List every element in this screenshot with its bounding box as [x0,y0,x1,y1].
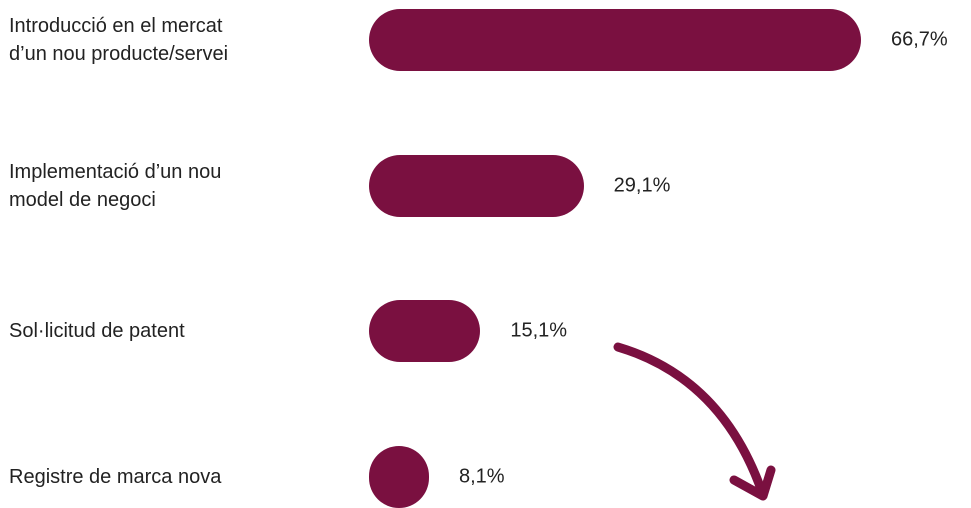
bar [369,9,861,71]
category-label: Implementació d’un nou model de negoci [9,160,222,211]
value-label: 8,1% [459,465,505,488]
bar [369,154,584,217]
category-label: Introducció en el mercat d’un nou produc… [9,15,229,65]
bar [369,446,429,508]
value-label: 15,1% [510,319,568,342]
value-label: 66,7% [891,28,948,51]
category-label: Registre de marca nova [9,466,222,489]
category-label: Sol·licitud de patent [9,320,185,343]
arrow-shaft [613,342,767,497]
bar [369,300,481,363]
value-label: 29,1% [613,174,671,197]
arrow-head [729,465,776,501]
